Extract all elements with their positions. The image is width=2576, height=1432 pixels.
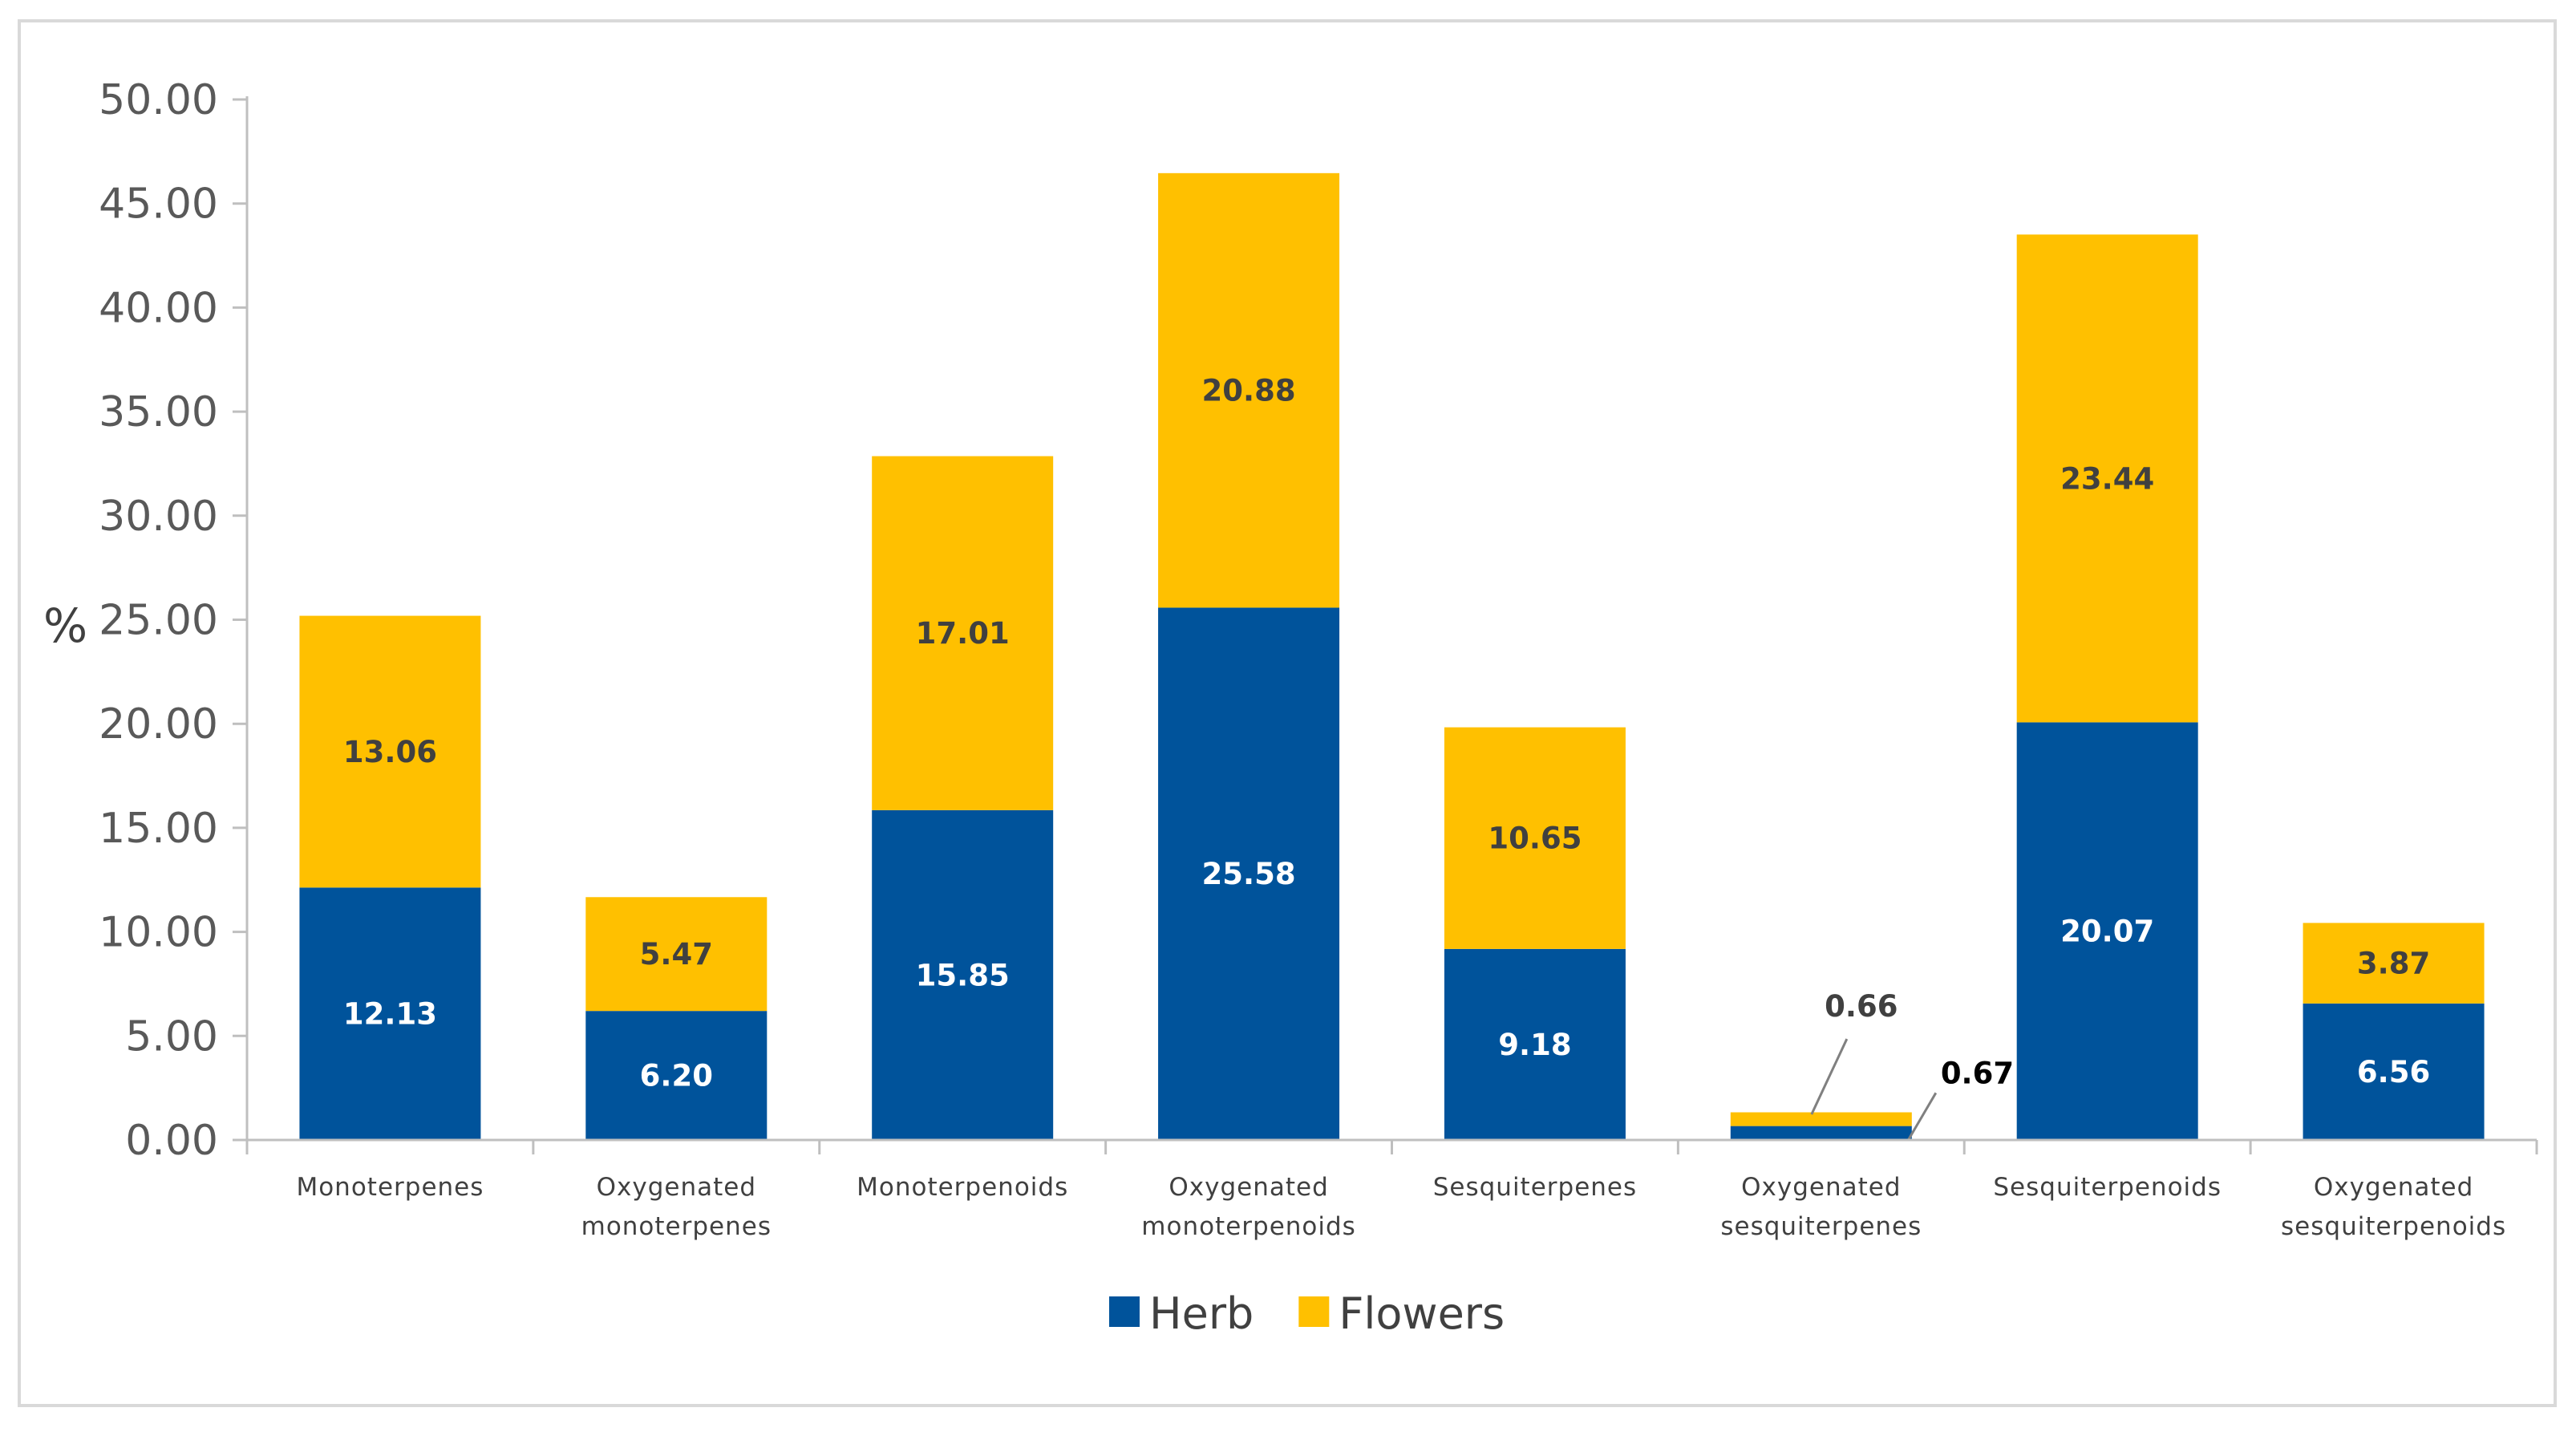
bar-herb bbox=[2016, 722, 2198, 1140]
bar-flowers bbox=[872, 456, 1054, 810]
data-label-flowers: 5.47 bbox=[640, 937, 713, 972]
x-category-label: sesquiterpenoids bbox=[2281, 1212, 2506, 1241]
legend-label-herb: Herb bbox=[1149, 1288, 1254, 1339]
callout-line bbox=[1810, 1038, 1849, 1115]
bar-flowers bbox=[1730, 1112, 1912, 1126]
y-tick-label: 25.00 bbox=[99, 597, 218, 645]
data-label-flowers: 10.65 bbox=[1488, 821, 1582, 856]
legend-label-flowers: Flowers bbox=[1339, 1288, 1505, 1339]
data-label-herb: 9.18 bbox=[1498, 1028, 1571, 1062]
axes bbox=[245, 96, 2538, 1154]
data-label-herb: 20.07 bbox=[2060, 915, 2154, 949]
stacked-bar-chart: % 0.00 5.00 10.00 15.00 20.00 25.00 30.00 35.00… bbox=[43, 76, 2538, 1339]
y-tick-label: 10.00 bbox=[99, 909, 218, 957]
x-category-label: Oxygenated bbox=[597, 1173, 756, 1202]
data-label-herb: 0.67 bbox=[1941, 1056, 2014, 1090]
data-label-flowers: 20.88 bbox=[1202, 374, 1296, 408]
x-category-label: Sesquiterpenes bbox=[1433, 1173, 1637, 1202]
data-labels: 12.13 13.06 6.20 5.47 15.85 17.01 25.58 20.88 9.… bbox=[343, 374, 2430, 1141]
data-label-herb: 15.85 bbox=[916, 958, 1010, 992]
y-tick-label: 30.00 bbox=[99, 493, 218, 541]
data-label-flowers: 17.01 bbox=[916, 616, 1010, 651]
y-axis-label: % bbox=[43, 598, 87, 653]
category-labels: Monoterpenes Oxygenated monoterpenes Monote… bbox=[296, 1173, 2506, 1241]
data-label-herb: 12.13 bbox=[343, 997, 437, 1032]
bar-herb bbox=[1158, 607, 1340, 1140]
y-tick-label: 50.00 bbox=[99, 76, 218, 124]
bar-herb bbox=[585, 1011, 768, 1140]
bar-flowers bbox=[1444, 727, 1626, 949]
bar-flowers bbox=[585, 897, 768, 1012]
bar-flowers bbox=[2016, 234, 2198, 723]
bar-herb bbox=[1444, 948, 1626, 1140]
x-category-label: monoterpenoids bbox=[1141, 1212, 1356, 1241]
x-category-label: Oxygenated bbox=[2314, 1173, 2473, 1202]
bar-herb bbox=[872, 809, 1054, 1140]
x-category-label: Oxygenated bbox=[1169, 1173, 1328, 1202]
x-category-label: sesquiterpenes bbox=[1720, 1212, 1922, 1241]
y-tick-label: 45.00 bbox=[99, 181, 218, 229]
bar-herb bbox=[1730, 1126, 1912, 1140]
x-category-label: monoterpenes bbox=[581, 1212, 772, 1241]
x-category-label: Monoterpenes bbox=[296, 1173, 484, 1202]
bar-flowers bbox=[2303, 923, 2485, 1004]
y-tick-label: 0.00 bbox=[125, 1117, 218, 1165]
data-label-flowers: 23.44 bbox=[2060, 461, 2154, 496]
y-tick-label: 35.00 bbox=[99, 388, 218, 436]
y-tick-label: 5.00 bbox=[125, 1012, 218, 1061]
data-label-flowers: 13.06 bbox=[343, 735, 437, 769]
data-label-flowers: 3.87 bbox=[2357, 947, 2430, 981]
x-category-label: Oxygenated bbox=[1741, 1173, 1901, 1202]
legend-swatch-flowers bbox=[1298, 1296, 1330, 1327]
callout-line bbox=[1907, 1092, 1938, 1141]
y-tick-label: 15.00 bbox=[99, 805, 218, 853]
bar-flowers bbox=[1158, 172, 1340, 608]
data-label-herb: 25.58 bbox=[1202, 857, 1296, 891]
y-axis-ticks: 0.00 5.00 10.00 15.00 20.00 25.00 30.00 35.00 40… bbox=[99, 76, 247, 1165]
x-category-label: Monoterpenoids bbox=[857, 1173, 1068, 1202]
data-label-flowers: 0.66 bbox=[1825, 989, 1898, 1024]
bar-herb bbox=[2303, 1003, 2485, 1140]
data-label-herb: 6.56 bbox=[2357, 1055, 2430, 1089]
legend-swatch-herb bbox=[1109, 1296, 1140, 1327]
y-tick-label: 40.00 bbox=[99, 284, 218, 332]
x-category-label: Sesquiterpenoids bbox=[1993, 1173, 2222, 1202]
bar-herb bbox=[299, 887, 481, 1140]
y-tick-label: 20.00 bbox=[99, 700, 218, 748]
chart-frame: % 0.00 5.00 10.00 15.00 20.00 25.00 30.00 35.00… bbox=[18, 19, 2557, 1407]
data-label-herb: 6.20 bbox=[640, 1059, 713, 1093]
legend: Herb Flowers bbox=[1109, 1288, 1505, 1339]
bars bbox=[299, 172, 2485, 1140]
bar-flowers bbox=[299, 615, 481, 888]
